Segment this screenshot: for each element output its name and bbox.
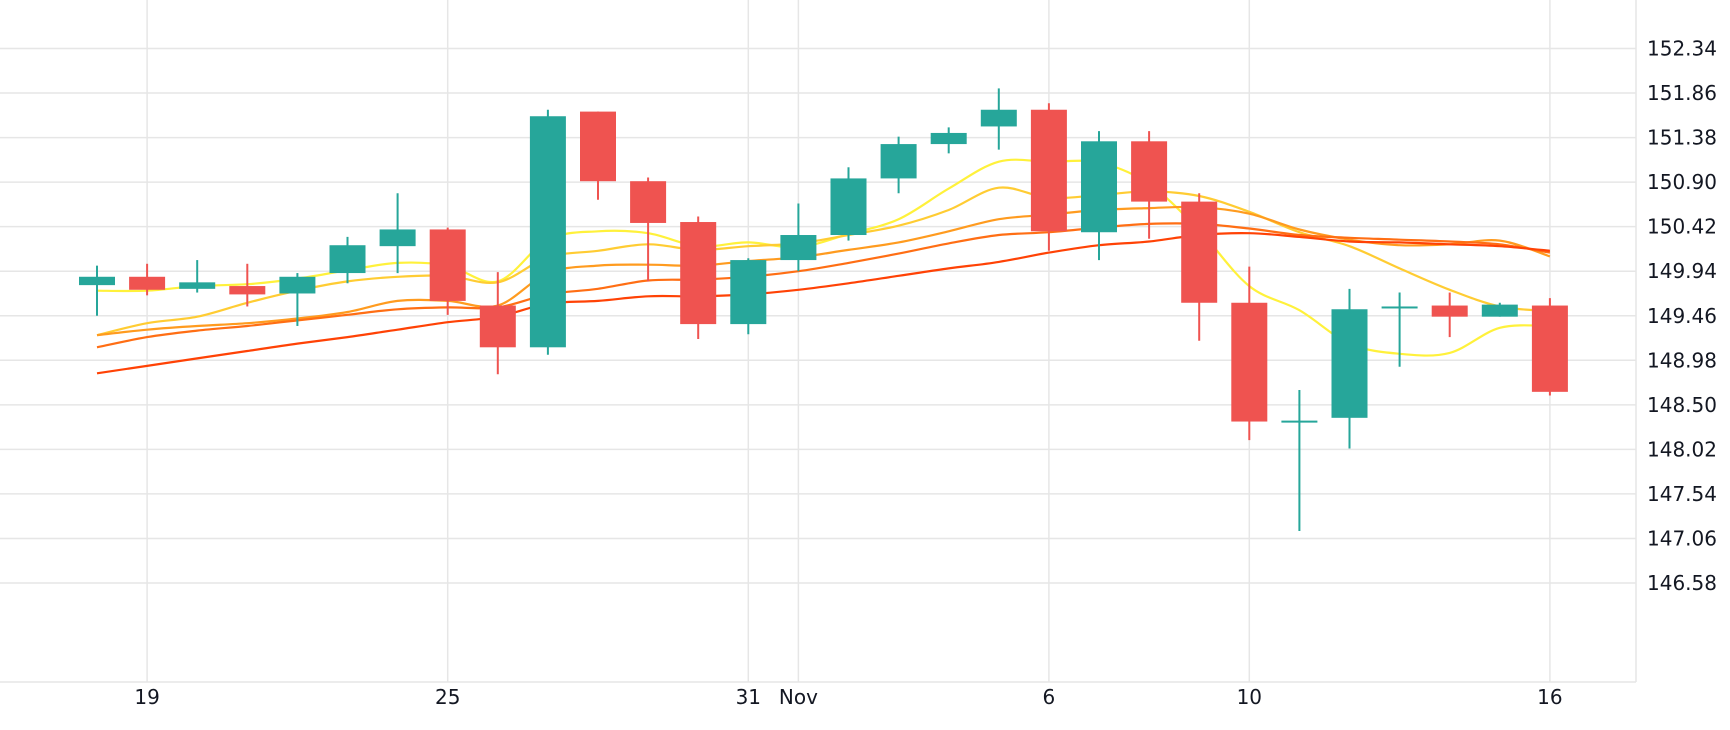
candle: [930, 127, 967, 154]
candle-body: [1531, 305, 1568, 392]
time-tick-label: 25: [435, 685, 460, 709]
candle: [830, 167, 867, 241]
candle: [1431, 292, 1468, 338]
candle-body: [830, 178, 867, 236]
candle: [680, 216, 717, 339]
moving-average-line: [96, 222, 1551, 349]
candle: [980, 88, 1017, 150]
candle-body: [329, 245, 366, 274]
candle-body: [1231, 302, 1268, 422]
time-tick-label: Nov: [779, 685, 818, 709]
candle: [79, 265, 115, 316]
candle-body: [229, 286, 266, 295]
candle-body: [179, 282, 216, 289]
moving-average-line: [96, 186, 1551, 337]
candle-body: [930, 132, 967, 145]
candle-body: [680, 222, 717, 325]
candle: [529, 109, 566, 355]
price-tick-label: 150.90: [1647, 170, 1717, 194]
candle: [329, 236, 366, 284]
candle-body: [479, 305, 516, 348]
candle: [1381, 292, 1418, 367]
candle: [1131, 131, 1168, 239]
candle: [730, 258, 767, 335]
candle: [1231, 266, 1268, 441]
candle-body: [79, 276, 115, 286]
moving-average-line: [96, 232, 1551, 375]
price-tick-label: 149.94: [1647, 259, 1717, 283]
candle-body: [1181, 201, 1218, 303]
time-tick-label: 19: [134, 685, 159, 709]
time-tick-label: 31: [736, 685, 761, 709]
candle-body: [1381, 306, 1418, 309]
price-tick-label: 151.38: [1647, 126, 1717, 150]
candle: [1481, 302, 1518, 317]
time-tick-label: 10: [1237, 685, 1262, 709]
candle-body: [429, 229, 466, 301]
candle: [1030, 103, 1067, 251]
price-tick-label: 146.58: [1647, 571, 1717, 595]
candle: [179, 260, 216, 293]
candle-body: [630, 181, 667, 223]
price-tick-label: 151.86: [1647, 81, 1717, 105]
candle: [1181, 193, 1218, 341]
candle-body: [730, 260, 767, 325]
candles: [79, 88, 1568, 532]
candle-body: [1281, 420, 1318, 423]
candle-body: [1081, 141, 1117, 233]
candle: [1331, 288, 1368, 449]
candle-body: [1131, 141, 1168, 202]
price-tick-label: 149.46: [1647, 304, 1717, 328]
price-tick-label: 148.50: [1647, 393, 1717, 417]
candle-body: [980, 109, 1017, 127]
candle-body: [880, 144, 917, 179]
candle-body: [529, 116, 566, 348]
candle: [129, 263, 166, 296]
candle-body: [580, 111, 616, 182]
price-tick-label: 152.34: [1647, 37, 1717, 61]
candle: [580, 111, 616, 200]
candle: [1531, 298, 1568, 396]
candle: [1081, 131, 1117, 261]
price-axis-labels: 146.58 147.06 147.54 148.02 148.50 148.98 149.…: [1647, 37, 1717, 596]
price-tick-label: 150.42: [1647, 215, 1717, 239]
candle: [279, 273, 316, 326]
candle-body: [1431, 305, 1468, 317]
candle: [429, 227, 466, 315]
candle: [379, 193, 416, 274]
moving-average-line: [96, 205, 1551, 337]
horizontal-gridlines: [0, 47, 1636, 584]
candle: [479, 272, 516, 375]
candle: [780, 203, 817, 272]
candle: [229, 263, 266, 307]
candle-body: [129, 276, 166, 290]
candle-body: [780, 235, 817, 261]
candle-body: [1331, 309, 1368, 418]
time-axis-labels: 192531Nov610162227: [134, 685, 1562, 709]
moving-average-lines: [96, 158, 1551, 375]
vertical-gridlines: [146, 0, 1551, 682]
price-tick-label: 148.02: [1647, 437, 1717, 461]
price-tick-label: 147.54: [1647, 482, 1717, 506]
candle-body: [379, 229, 416, 247]
candle: [880, 136, 917, 194]
candle-body: [1030, 109, 1067, 232]
price-tick-label: 147.06: [1647, 526, 1717, 550]
candle: [1281, 389, 1318, 532]
candle-body: [1481, 304, 1518, 317]
candle: [630, 177, 667, 282]
time-tick-label: 6: [1043, 685, 1056, 709]
time-tick-label: 16: [1537, 685, 1562, 709]
price-tick-label: 148.98: [1647, 348, 1717, 372]
candle-body: [279, 276, 316, 294]
